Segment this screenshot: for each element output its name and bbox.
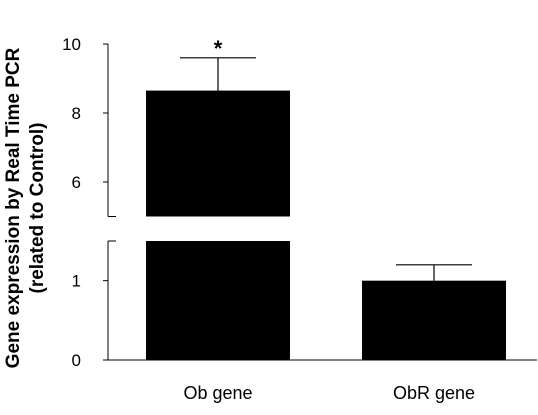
x-category-label: ObR gene <box>393 383 475 403</box>
y-tick-label: 8 <box>72 104 81 123</box>
y-axis-title-line2: (related to Control) <box>27 123 48 294</box>
bars: * <box>146 36 506 360</box>
bar-lower-part <box>146 241 290 360</box>
y-tick-label: 0 <box>72 351 81 370</box>
bar <box>146 90 290 217</box>
significance-marker: * <box>214 36 223 61</box>
y-tick-label: 6 <box>72 173 81 192</box>
y-ticks: 0 1 6 8 10 <box>62 35 108 370</box>
y-tick-label: 10 <box>62 35 81 54</box>
y-tick-label: 1 <box>72 272 81 291</box>
x-category-label: Ob gene <box>183 383 252 403</box>
bar <box>362 280 506 360</box>
y-axis-title: Gene expression by Real Time PCR (relate… <box>3 47 48 368</box>
y-axis-title-line1: Gene expression by Real Time PCR <box>3 47 24 368</box>
x-categories: Ob gene ObR gene <box>183 383 475 403</box>
